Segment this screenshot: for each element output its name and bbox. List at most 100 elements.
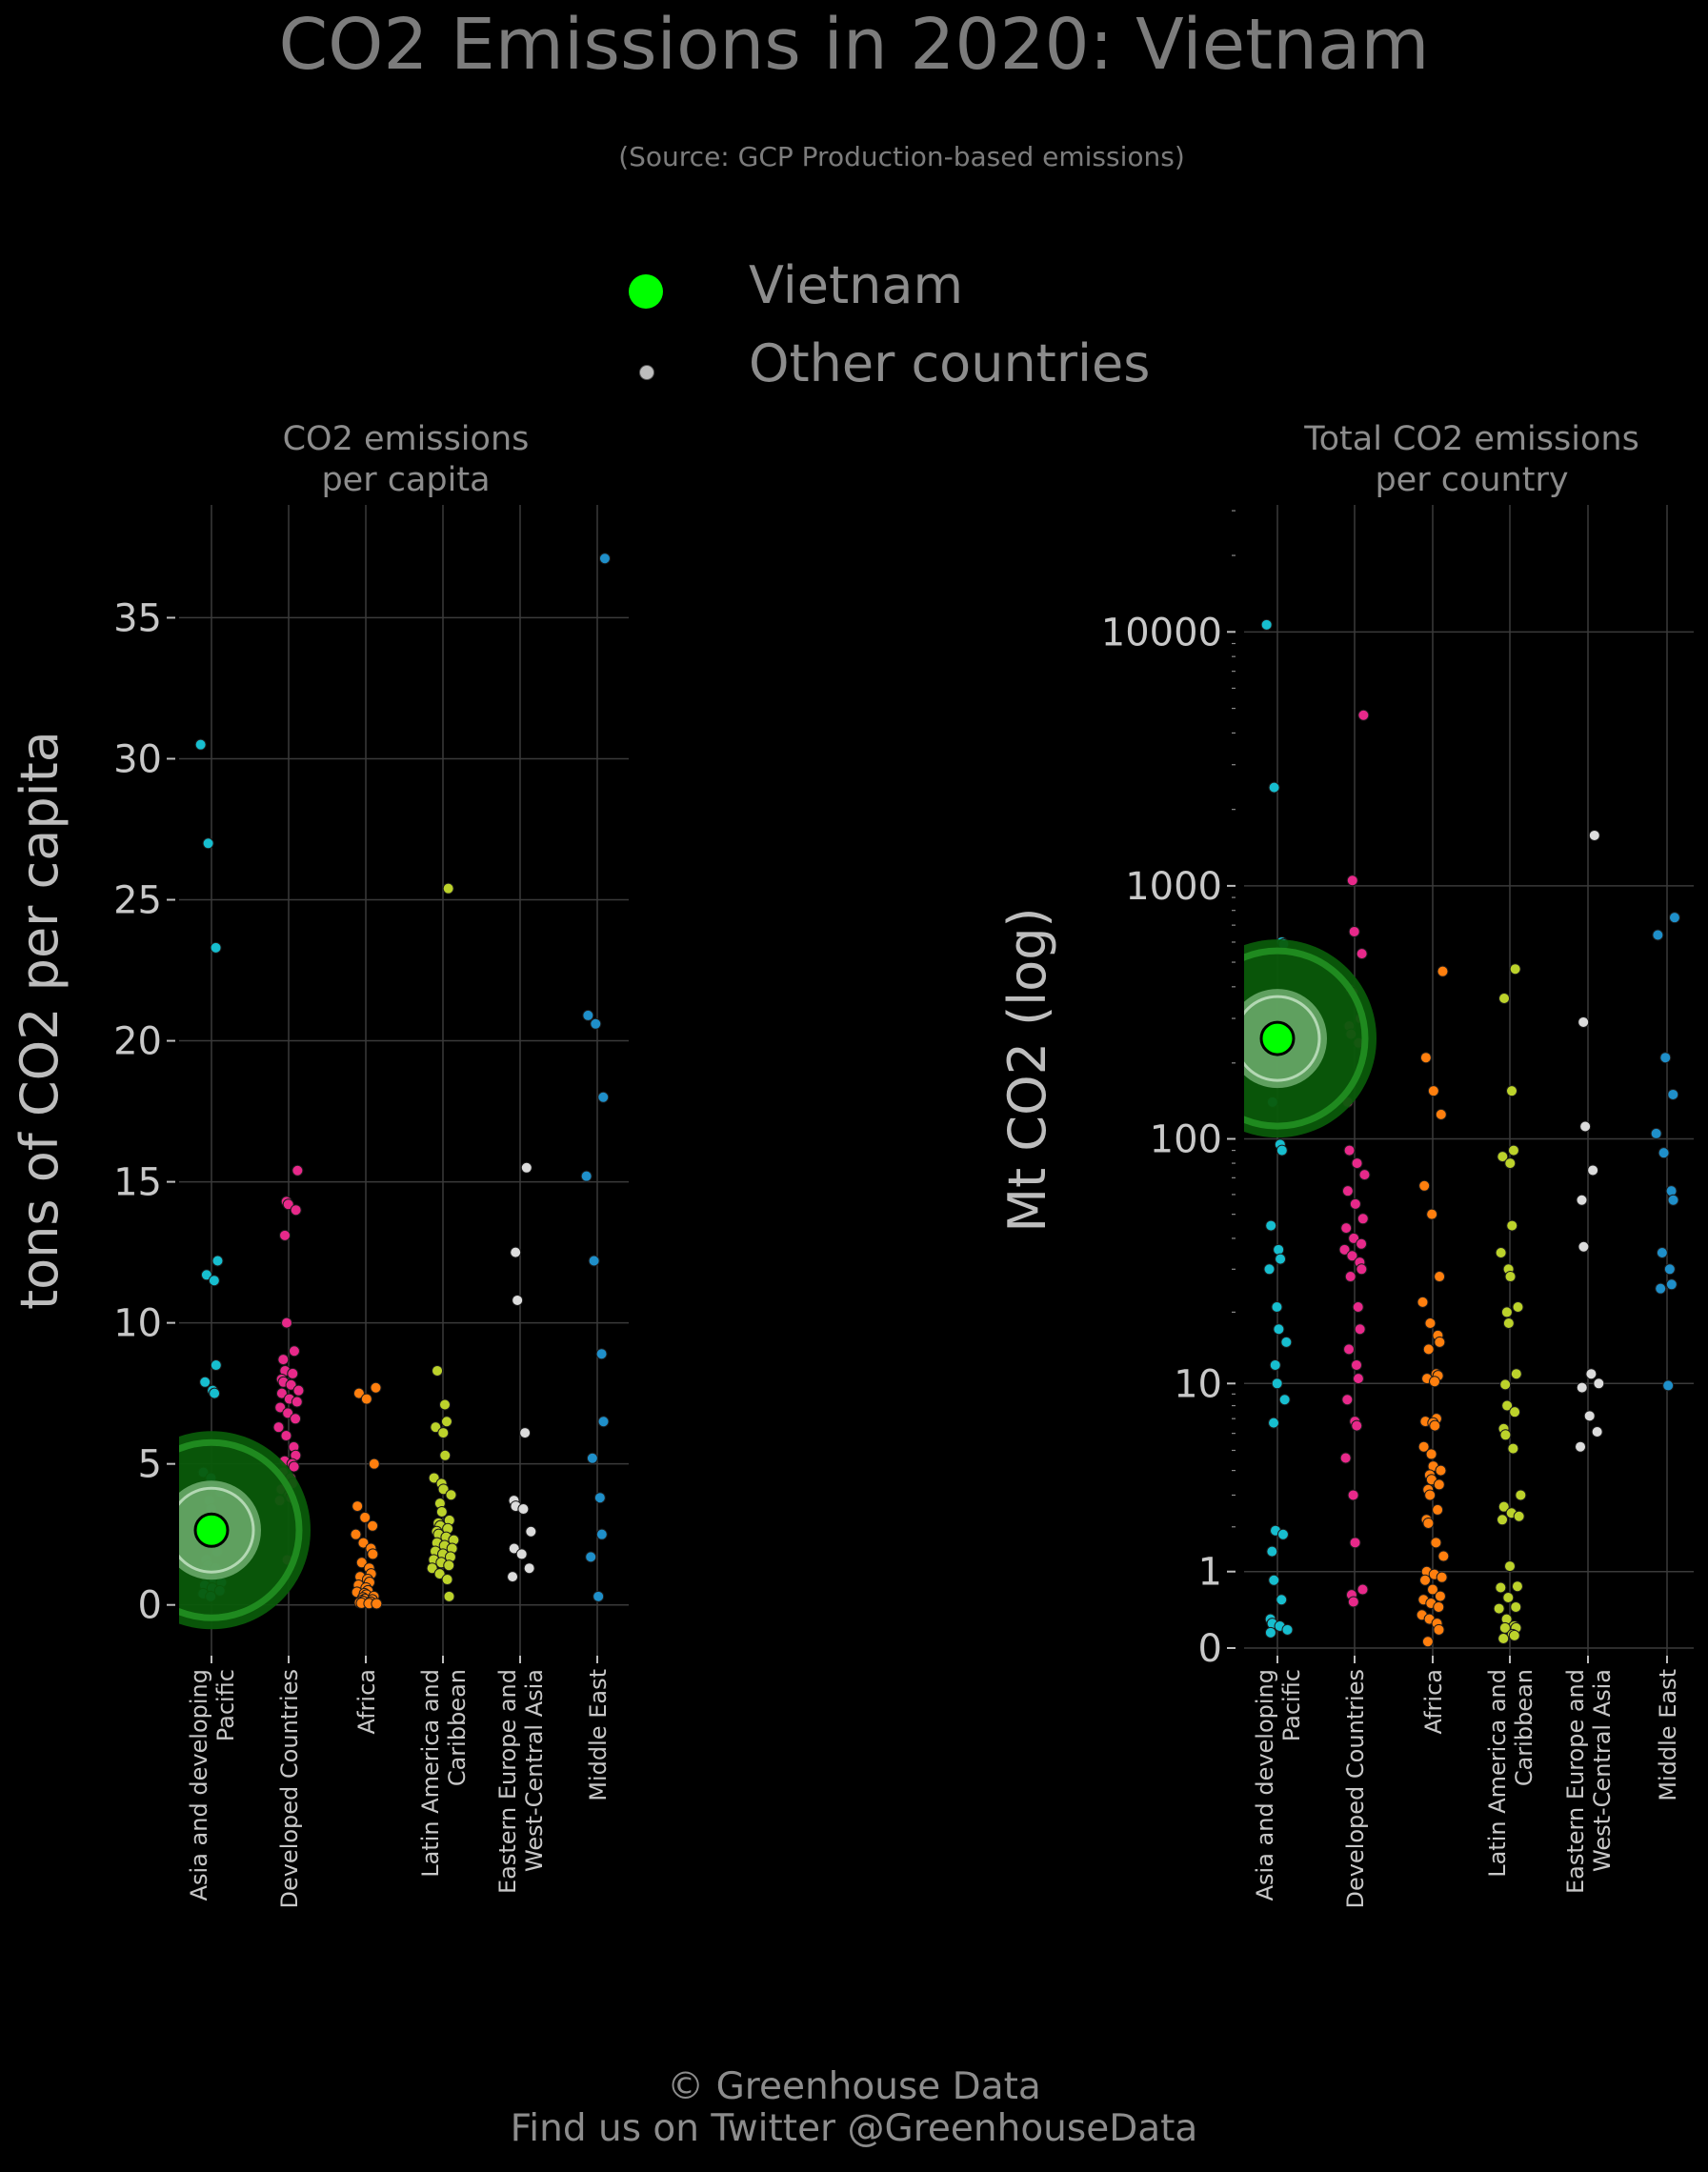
left-x-tick-label-line: West-Central Asia	[521, 1669, 548, 1872]
left-data-point	[512, 1294, 524, 1306]
left-data-point	[288, 1460, 300, 1473]
left-data-point	[428, 1472, 440, 1484]
left-highlight-point	[193, 1512, 230, 1548]
right-data-point	[1341, 1185, 1354, 1197]
left-panel-title: CO2 emissions per capita	[215, 419, 596, 501]
left-data-point	[441, 1574, 453, 1586]
right-data-point	[1356, 1237, 1368, 1250]
right-data-point	[1506, 1085, 1517, 1097]
right-data-point	[1339, 1452, 1352, 1464]
right-data-point	[1347, 1489, 1359, 1501]
left-y-tick-label: 30	[113, 737, 162, 781]
right-x-tick-label-line: Developed Countries	[1342, 1669, 1369, 1909]
left-highlight-halo-ring	[179, 1438, 303, 1621]
right-data-point	[1418, 1179, 1431, 1192]
right-data-point	[1421, 1636, 1434, 1648]
right-data-point	[1340, 1222, 1353, 1235]
right-data-point	[1515, 1489, 1527, 1501]
left-data-point	[598, 553, 611, 565]
left-data-point	[442, 882, 454, 895]
left-data-point	[287, 1367, 299, 1379]
right-data-point	[1429, 1419, 1441, 1432]
right-data-point	[1579, 1120, 1592, 1133]
right-data-point	[1356, 1213, 1369, 1225]
right-data-point	[1426, 1208, 1438, 1220]
right-highlight-point	[1259, 1020, 1296, 1056]
chart-title: CO2 Emissions in 2020: Vietnam	[278, 4, 1430, 86]
left-y-tick-label: 15	[113, 1161, 162, 1205]
left-data-point	[590, 1017, 602, 1030]
right-data-point	[1575, 1440, 1587, 1453]
left-panel-title-line2: per capita	[321, 461, 491, 499]
right-x-tick-label-line: Pacific	[1278, 1669, 1305, 1741]
footer-twitter: Find us on Twitter @GreenhouseData	[510, 2107, 1198, 2150]
left-x-tick-label-line: Middle East	[585, 1669, 612, 1801]
left-data-point	[595, 1528, 608, 1540]
left-y-tick-label: 35	[113, 596, 162, 640]
left-data-point	[200, 1269, 212, 1281]
left-data-point	[585, 1551, 597, 1563]
right-x-tick-label-line: Eastern Europe and	[1562, 1669, 1589, 1894]
right-data-point	[1667, 1088, 1679, 1100]
right-x-tick-label: Africa	[1420, 1669, 1447, 1734]
right-data-point	[1276, 1594, 1288, 1606]
right-data-point	[1508, 1629, 1520, 1641]
right-data-point	[1495, 1246, 1507, 1258]
right-data-point	[1429, 1376, 1440, 1388]
right-y-tick-label: 10	[1174, 1362, 1222, 1406]
right-data-point	[1268, 781, 1280, 794]
left-data-point	[443, 1590, 455, 1602]
left-data-point	[595, 1348, 608, 1360]
right-y-tick-label: 0	[1198, 1627, 1222, 1671]
left-data-point	[202, 837, 214, 850]
left-data-point	[360, 1393, 372, 1405]
left-data-point	[597, 1416, 610, 1428]
right-data-point	[1593, 1378, 1605, 1390]
left-data-point	[282, 1407, 294, 1419]
left-data-point	[277, 1354, 290, 1366]
left-data-point	[352, 1500, 364, 1513]
right-data-point	[1659, 1052, 1672, 1064]
right-data-point	[1588, 829, 1600, 841]
right-data-point	[1585, 1368, 1597, 1380]
right-data-point	[1437, 1550, 1450, 1562]
right-data-point	[1419, 1574, 1432, 1586]
right-data-point	[1354, 1323, 1366, 1336]
right-data-point	[1498, 992, 1511, 1004]
left-y-tick-label: 20	[113, 1020, 162, 1064]
left-data-point	[280, 1430, 292, 1442]
right-data-point	[1425, 1448, 1437, 1460]
right-data-point	[1652, 929, 1664, 941]
legend-other-label: Other countries	[749, 333, 1151, 393]
left-data-point	[367, 1519, 379, 1532]
right-panel-title-line1: Total CO2 emissions	[1304, 420, 1639, 458]
right-data-point	[1357, 709, 1370, 721]
left-data-point	[580, 1170, 593, 1182]
right-data-point	[1346, 1250, 1358, 1262]
left-x-tick-label-line: Africa	[353, 1669, 380, 1734]
right-data-point	[1278, 1394, 1291, 1406]
right-highlight-halo-ring	[1244, 947, 1369, 1130]
left-data-point	[588, 1255, 600, 1267]
left-data-point	[443, 1559, 455, 1572]
right-x-tick-label-line: Latin America and	[1484, 1669, 1511, 1878]
right-data-point	[1510, 1600, 1522, 1613]
right-data-point	[1263, 1263, 1276, 1276]
right-data-point	[1356, 1583, 1369, 1596]
right-data-point	[1658, 1147, 1670, 1159]
left-x-tick-label-line: Latin America and	[417, 1669, 444, 1878]
right-data-point	[1432, 1503, 1444, 1516]
left-y-tick-label: 25	[113, 879, 162, 923]
left-data-point	[368, 1458, 380, 1470]
left-data-point	[520, 1161, 532, 1174]
left-data-point	[440, 1416, 452, 1428]
right-data-point	[1499, 1429, 1512, 1441]
right-data-point	[1433, 1478, 1445, 1491]
left-data-point	[290, 1204, 302, 1217]
right-x-tick-label-line: West-Central Asia	[1589, 1669, 1616, 1872]
right-data-point	[1356, 1263, 1368, 1276]
legend-vietnam-label: Vietnam	[749, 255, 964, 315]
left-data-point	[597, 1091, 610, 1103]
right-x-tick-label: Latin America and Caribbean	[1484, 1669, 1537, 1878]
right-data-point	[1433, 1600, 1445, 1613]
